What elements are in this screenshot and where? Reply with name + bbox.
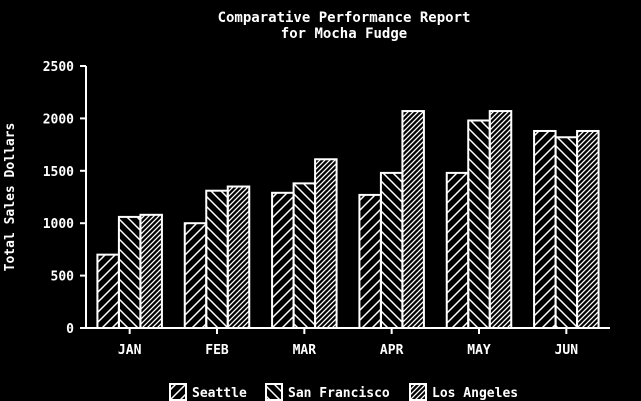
x-tick-label: JAN: [118, 343, 142, 358]
bar-seattle-jan: [96, 253, 120, 329]
chart-subtitle: for Mocha Fudge: [281, 26, 407, 42]
bar-seattle-apr: [358, 193, 382, 329]
y-tick-label: 2500: [43, 60, 74, 75]
y-axis-label: Total Sales Dollars: [3, 123, 18, 272]
bar-san-francisco-jun: [554, 136, 579, 329]
bar-los-angeles-may: [488, 110, 513, 330]
legend: Seattle San Francisco Los Angeles: [169, 383, 518, 401]
bar-los-angeles-apr: [401, 110, 425, 330]
bar-los-angeles-mar: [314, 158, 338, 329]
x-axis: JAN FEB MAR APR MAY JUN: [86, 327, 610, 358]
legend-swatch: [409, 383, 427, 401]
x-tick-label: JUN: [555, 343, 579, 358]
bar-seattle-jun: [533, 129, 557, 329]
y-tick-label: 500: [51, 270, 75, 285]
y-tick-label: 0: [66, 322, 74, 337]
legend-swatch: [265, 383, 283, 401]
y-axis: 0 500 1000 1500 2000 2500: [43, 60, 87, 337]
bar-seattle-mar: [271, 191, 295, 329]
bar-san-francisco-jan: [117, 215, 142, 329]
bar-seattle-feb: [183, 222, 208, 329]
bar-san-francisco-feb: [205, 189, 229, 329]
legend-swatch: [169, 383, 187, 401]
bar-san-francisco-apr: [379, 171, 404, 329]
bar-san-francisco-may: [467, 119, 491, 329]
bar-seattle-may: [445, 171, 470, 329]
x-tick-label: FEB: [205, 343, 229, 358]
y-tick-label: 1500: [43, 165, 74, 180]
chart-title: Comparative Performance Report: [218, 10, 471, 26]
x-tick-label: APR: [380, 343, 404, 358]
bar-los-angeles-jan: [139, 213, 163, 329]
bar-los-angeles-jun: [576, 129, 600, 329]
bars: [96, 110, 600, 330]
y-tick-label: 1000: [43, 217, 74, 232]
y-tick-label: 2000: [43, 112, 74, 127]
bar-los-angeles-feb: [226, 185, 251, 329]
x-tick-label: MAR: [293, 343, 317, 358]
legend-label: Los Angeles: [432, 386, 518, 401]
bar-san-francisco-mar: [292, 182, 317, 329]
legend-label: San Francisco: [288, 386, 390, 401]
x-tick-label: MAY: [467, 343, 491, 358]
legend-label: Seattle: [192, 386, 247, 401]
